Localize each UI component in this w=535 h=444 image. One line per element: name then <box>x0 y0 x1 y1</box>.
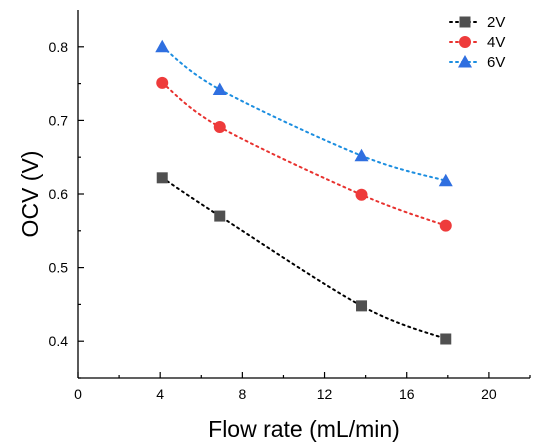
legend-marker-4V <box>459 36 471 48</box>
y-tick-label: 0.6 <box>49 186 69 202</box>
x-tick-label: 20 <box>481 386 497 402</box>
x-tick-label: 0 <box>74 386 82 402</box>
data-point-2V <box>356 300 368 312</box>
series-line-6V <box>161 45 447 182</box>
legend-marker-6V <box>458 55 472 68</box>
data-point-2V <box>156 172 168 184</box>
y-tick-label: 0.7 <box>49 112 69 128</box>
series-lines <box>161 45 447 340</box>
y-tick-label: 0.8 <box>49 39 69 55</box>
data-point-6V <box>212 82 227 95</box>
axes: 0 4 8 12 16 20 0.4 0.5 0.6 0.7 0.8 <box>49 10 531 402</box>
data-point-6V <box>438 173 453 187</box>
legend-label-6V: 6V <box>487 54 505 71</box>
x-tick-label: 12 <box>317 386 333 402</box>
data-point-2V <box>440 333 452 345</box>
x-tick-label: 8 <box>238 386 246 402</box>
series-line-2V <box>161 176 447 340</box>
series-markers <box>155 39 453 345</box>
data-point-6V <box>354 148 369 162</box>
data-point-4V <box>355 188 368 201</box>
y-axis-title: OCV (V) <box>17 151 43 238</box>
data-point-6V <box>155 39 170 53</box>
data-point-4V <box>439 219 452 232</box>
data-point-2V <box>214 210 226 222</box>
legend-marker-2V <box>459 16 471 28</box>
legend-label-2V: 2V <box>487 14 505 31</box>
x-axis-title: Flow rate (mL/min) <box>208 416 400 442</box>
y-tick-label: 0.5 <box>49 260 69 276</box>
y-tick-label: 0.4 <box>49 333 69 349</box>
series-line-4V <box>161 81 447 227</box>
x-tick-label: 4 <box>156 386 164 402</box>
legend-label-4V: 4V <box>487 34 505 51</box>
data-point-4V <box>213 121 226 134</box>
x-tick-label: 16 <box>399 386 415 402</box>
data-point-4V <box>156 76 169 89</box>
legend: 2V 4V 6V <box>449 14 505 71</box>
